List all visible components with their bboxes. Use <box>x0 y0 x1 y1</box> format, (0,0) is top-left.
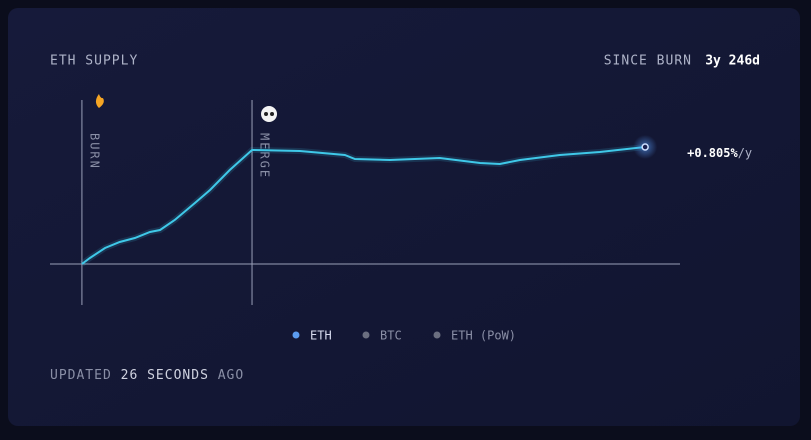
since-label: SINCE BURN <box>604 54 692 69</box>
legend-dot <box>433 331 441 339</box>
legend-label: ETH <box>310 329 332 343</box>
marker-label: MERGE <box>258 133 272 179</box>
burn-icon <box>95 94 104 108</box>
legend-dot <box>362 331 370 339</box>
updated-value: 26 SECONDS <box>121 368 209 383</box>
plot: BURN MERGE +0.805%/y ETH BTC ETH (PoW) <box>50 94 752 343</box>
end-dot <box>641 143 649 151</box>
since-value: 3y 246d <box>705 54 760 69</box>
merge-icon <box>261 106 278 122</box>
merge-icon-eye <box>264 112 269 116</box>
updated-text: UPDATED 26 SECONDS AGO <box>50 368 244 383</box>
card <box>8 8 800 426</box>
marker-label: BURN <box>87 133 101 170</box>
end-label: +0.805%/y <box>687 146 752 160</box>
series-line <box>81 146 646 265</box>
legend-dot <box>292 331 300 339</box>
legend-label: ETH (PoW) <box>451 329 516 343</box>
updated-suffix: AGO <box>218 368 244 383</box>
card-title: ETH SUPPLY <box>50 54 138 69</box>
end-value: +0.805% <box>687 146 738 160</box>
updated-prefix: UPDATED <box>50 368 112 383</box>
end-unit: /y <box>738 146 752 160</box>
legend-label: BTC <box>380 329 402 343</box>
merge-icon-eye <box>270 112 275 116</box>
